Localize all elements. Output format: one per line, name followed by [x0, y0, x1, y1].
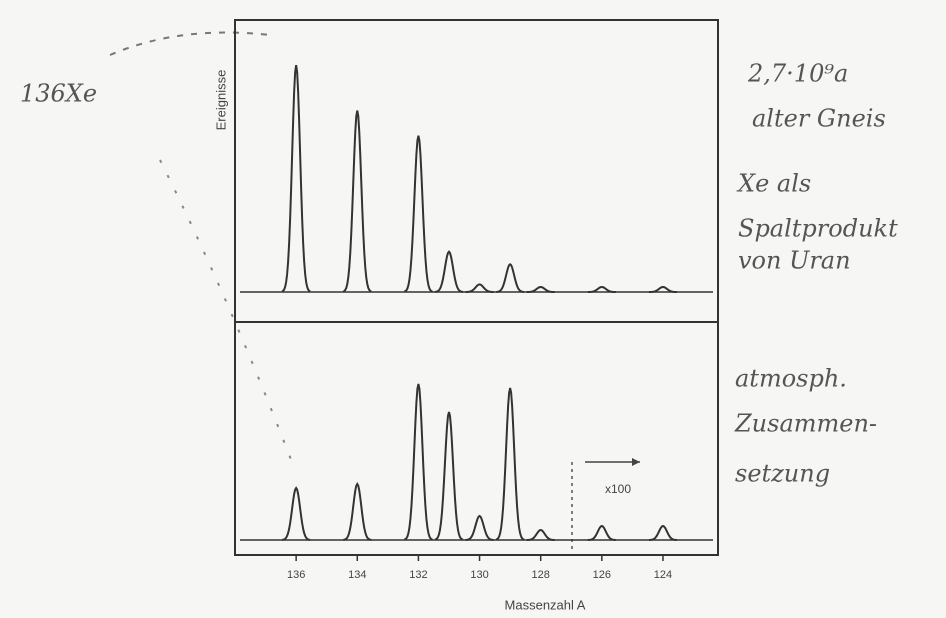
peak [281, 65, 311, 293]
peak [434, 411, 464, 541]
inset-arrowhead [632, 458, 640, 466]
x-tick-label: 136 [287, 569, 305, 581]
handwritten-note: Zusammen- [734, 410, 877, 438]
peak [404, 383, 433, 541]
x-tick-label: 132 [409, 569, 427, 581]
peak [648, 285, 677, 293]
peak [342, 110, 372, 293]
x-axis-label: Massenzahl A [505, 597, 586, 612]
peak [648, 524, 678, 541]
plot-frame [234, 19, 719, 556]
x-tick-label: 134 [348, 569, 366, 581]
peak [281, 486, 311, 541]
handwritten-note: von Uran [738, 247, 851, 275]
dotted-curve [159, 159, 296, 471]
inset-label: x100 [605, 482, 631, 496]
handwritten-note: Spaltprodukt [738, 215, 898, 243]
peak [496, 262, 525, 293]
handwritten-note: alter Gneis [752, 105, 886, 133]
peak [587, 524, 616, 541]
handwritten-note: setzung [735, 460, 830, 488]
peak [526, 528, 555, 541]
dashed-curve [109, 31, 271, 56]
x-tick-label: 130 [470, 569, 488, 581]
handwritten-note: atmosph. [735, 365, 847, 393]
peak [404, 135, 433, 293]
x-tick-label: 124 [654, 569, 672, 581]
peak [434, 250, 464, 293]
peak [526, 285, 555, 293]
peak [465, 283, 494, 293]
peak [465, 514, 494, 541]
x-tick-label: 128 [532, 569, 550, 581]
handwritten-note: Xe als [736, 170, 811, 198]
peak [587, 285, 616, 293]
peak [343, 482, 372, 541]
y-axis-label: Ereignisse [213, 70, 228, 131]
handwritten-note: 2,7·10⁹a [747, 60, 848, 88]
peak [495, 387, 525, 541]
handwritten-note: 136Xe [20, 80, 97, 108]
x-tick-label: 126 [593, 569, 611, 581]
